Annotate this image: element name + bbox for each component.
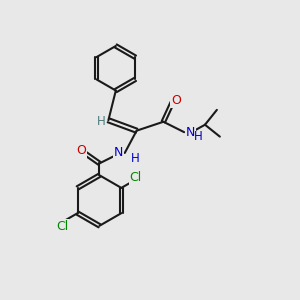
Text: Cl: Cl — [56, 220, 68, 233]
Text: H: H — [97, 115, 105, 128]
Text: H: H — [194, 130, 203, 143]
Text: O: O — [171, 94, 181, 107]
Text: O: O — [77, 144, 87, 157]
Text: N: N — [186, 126, 195, 139]
Text: H: H — [131, 152, 140, 165]
Text: N: N — [114, 146, 123, 160]
Text: Cl: Cl — [129, 171, 141, 184]
